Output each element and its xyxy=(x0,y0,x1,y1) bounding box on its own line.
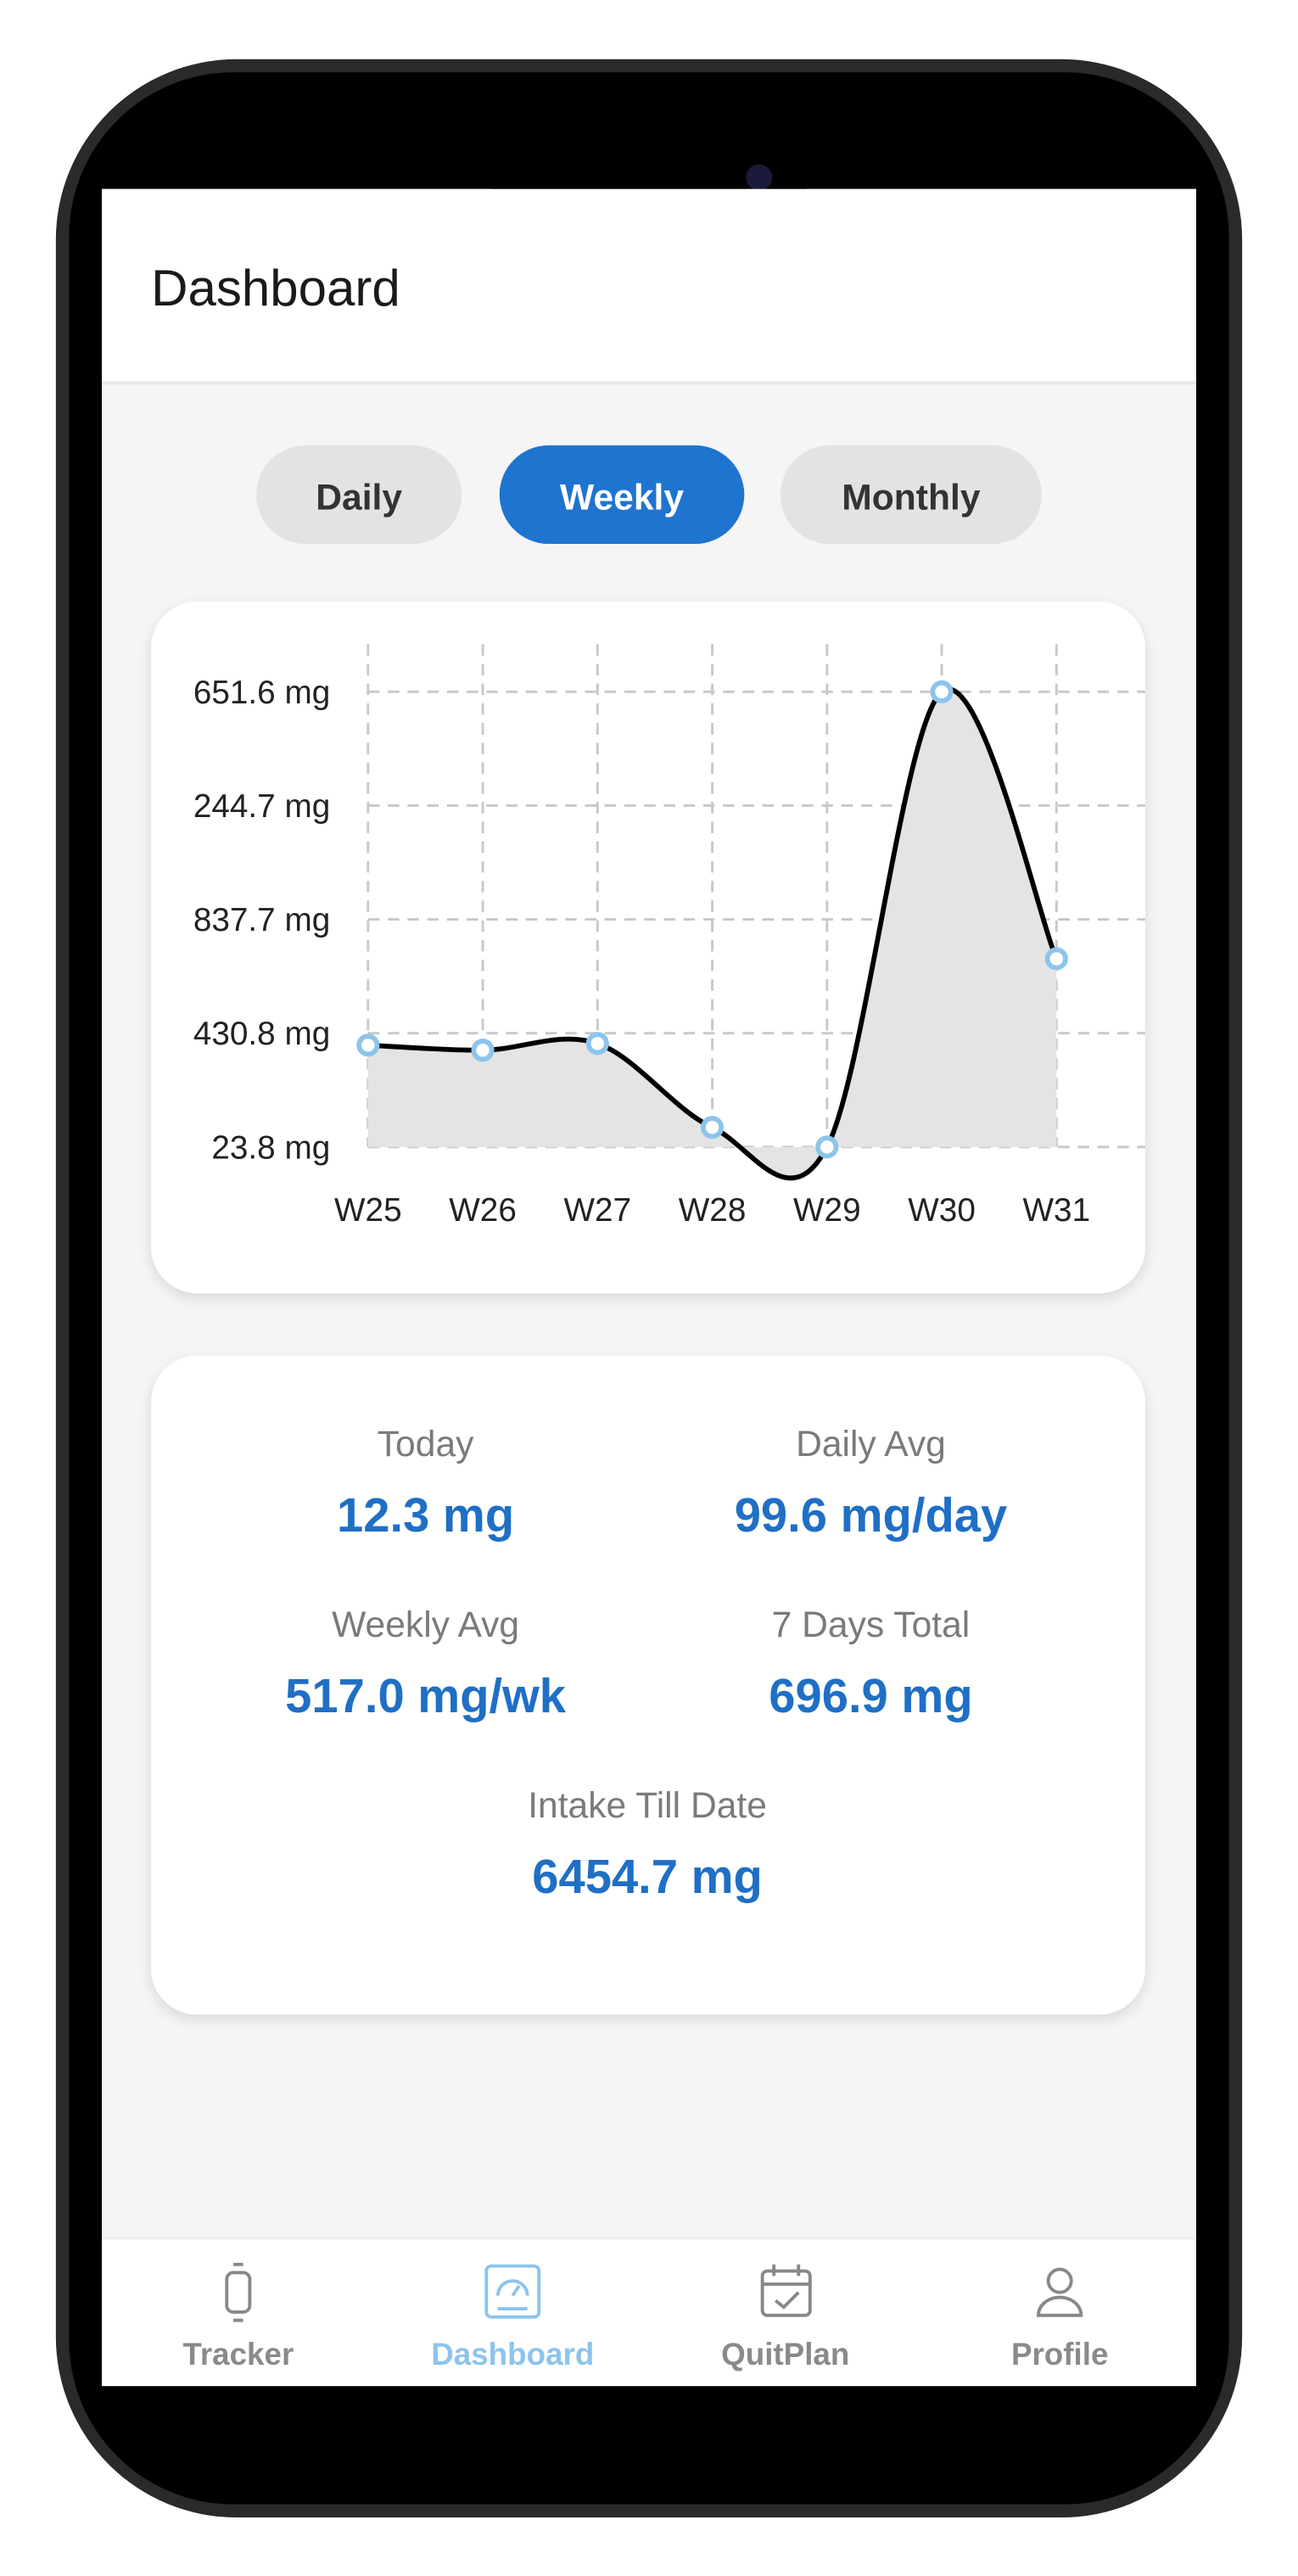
camera xyxy=(746,164,773,191)
nav-label[interactable]: Dashboard xyxy=(431,2337,594,2372)
x-tick-label: W27 xyxy=(564,1192,632,1229)
dashboard-icon xyxy=(484,2264,541,2319)
page-title: Dashboard xyxy=(151,260,400,316)
nav-label[interactable]: Tracker xyxy=(182,2337,294,2372)
data-point xyxy=(471,1039,495,1062)
tab-button[interactable] xyxy=(780,445,1042,545)
stat-value: 517.0 mg/wk xyxy=(285,1669,567,1722)
stat-value: 696.9 mg xyxy=(769,1669,972,1722)
data-point xyxy=(585,1032,609,1056)
stat-value: 12.3 mg xyxy=(337,1488,514,1542)
nav-label[interactable]: QuitPlan xyxy=(721,2337,849,2372)
line xyxy=(367,686,1059,1181)
stat-label: Today xyxy=(378,1424,474,1464)
stat-label: Daily Avg xyxy=(796,1424,946,1464)
area xyxy=(367,689,1057,1179)
y-tick-label: 244.7 mg xyxy=(193,788,330,825)
y-tick-label: 23.8 mg xyxy=(211,1129,330,1166)
stat-label: Weekly Avg xyxy=(332,1604,519,1645)
stat-label: Intake Till Date xyxy=(528,1785,767,1826)
data-point xyxy=(356,1033,380,1057)
tab-button[interactable] xyxy=(256,445,462,545)
x-tick-label: W28 xyxy=(679,1192,747,1229)
tab-label[interactable]: Daily xyxy=(316,477,402,518)
data-point xyxy=(701,1116,725,1140)
quitplan-icon xyxy=(760,2264,812,2317)
tracker-icon xyxy=(225,2262,252,2322)
header xyxy=(102,188,1196,384)
nav-bar xyxy=(102,2237,1196,2387)
data-point xyxy=(815,1135,839,1159)
x-tick-label: W31 xyxy=(1022,1192,1090,1229)
tab-label[interactable]: Monthly xyxy=(842,477,981,518)
y-tick-label: 837.7 mg xyxy=(193,902,330,938)
y-tick-label: 430.8 mg xyxy=(193,1016,330,1052)
data-point xyxy=(930,680,954,703)
nav-label[interactable]: Profile xyxy=(1011,2337,1108,2372)
x-tick-label: W29 xyxy=(793,1192,861,1229)
x-tick-label: W25 xyxy=(334,1192,402,1229)
x-tick-label: W30 xyxy=(908,1192,976,1229)
content: Daily Weekly Monthly 23.8 mg 430.8 mg 837.7 m… xyxy=(182,445,1145,2372)
stat-label: 7 Days Total xyxy=(772,1604,971,1645)
profile-icon xyxy=(1037,2267,1083,2317)
y-tick-label: 651.6 mg xyxy=(193,675,330,711)
tab-button[interactable] xyxy=(499,445,745,545)
stat-value: 99.6 mg/day xyxy=(735,1488,1007,1542)
tab-label[interactable]: Weekly xyxy=(560,477,684,518)
stats-card xyxy=(151,1355,1145,2015)
stat-value: 6454.7 mg xyxy=(532,1850,763,1903)
data-point xyxy=(1044,947,1068,971)
x-tick-label: W26 xyxy=(449,1192,517,1229)
